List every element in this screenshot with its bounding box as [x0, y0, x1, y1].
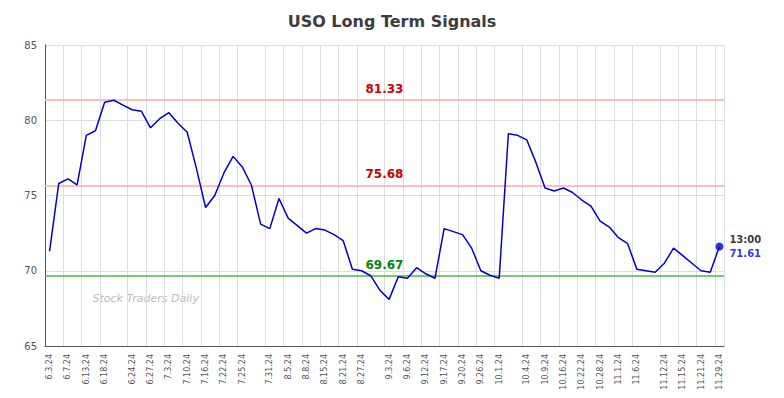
- svg-text:81.33: 81.33: [366, 82, 404, 96]
- svg-text:11.21.24: 11.21.24: [697, 354, 706, 390]
- svg-text:8.27.24: 8.27.24: [357, 354, 366, 385]
- svg-text:65: 65: [24, 341, 37, 352]
- svg-text:13:00: 13:00: [729, 234, 761, 245]
- svg-text:9.20.24: 9.20.24: [458, 354, 467, 385]
- svg-text:6.27.24: 6.27.24: [146, 354, 155, 385]
- svg-text:6.13.24: 6.13.24: [82, 354, 91, 385]
- svg-text:7.10.24: 7.10.24: [183, 354, 192, 385]
- svg-text:11.1.24: 11.1.24: [614, 354, 623, 385]
- svg-text:11.29.24: 11.29.24: [715, 354, 724, 390]
- svg-text:9.12.24: 9.12.24: [421, 354, 430, 385]
- svg-text:80: 80: [24, 115, 37, 126]
- svg-text:6.3.24: 6.3.24: [45, 354, 54, 379]
- svg-text:9.26.24: 9.26.24: [476, 354, 485, 385]
- svg-text:7.16.24: 7.16.24: [201, 354, 210, 385]
- svg-text:6.24.24: 6.24.24: [128, 354, 137, 385]
- svg-text:9.17.24: 9.17.24: [440, 354, 449, 385]
- svg-text:70: 70: [24, 265, 37, 276]
- svg-text:11.6.24: 11.6.24: [632, 354, 641, 385]
- svg-text:10.1.24: 10.1.24: [495, 354, 504, 385]
- svg-text:7.31.24: 7.31.24: [265, 354, 274, 385]
- svg-text:75: 75: [24, 190, 37, 201]
- svg-text:10.28.24: 10.28.24: [596, 354, 605, 390]
- svg-text:85: 85: [24, 40, 37, 51]
- svg-text:7.3.24: 7.3.24: [164, 354, 173, 379]
- svg-text:10.9.24: 10.9.24: [541, 354, 550, 385]
- svg-text:8.8.24: 8.8.24: [302, 354, 311, 379]
- svg-text:9.3.24: 9.3.24: [385, 354, 394, 379]
- svg-text:11.12.24: 11.12.24: [660, 354, 669, 390]
- svg-text:75.68: 75.68: [366, 167, 404, 181]
- svg-text:10.16.24: 10.16.24: [559, 354, 568, 390]
- svg-text:7.25.24: 7.25.24: [238, 354, 247, 385]
- svg-text:USO Long Term Signals: USO Long Term Signals: [288, 12, 497, 31]
- svg-text:69.67: 69.67: [366, 258, 404, 272]
- svg-text:9.6.24: 9.6.24: [403, 354, 412, 379]
- svg-text:Stock Traders Daily: Stock Traders Daily: [93, 292, 200, 305]
- svg-text:8.5.24: 8.5.24: [284, 354, 293, 379]
- svg-text:6.7.24: 6.7.24: [63, 354, 72, 379]
- svg-text:6.18.24: 6.18.24: [100, 354, 109, 385]
- svg-text:7.22.24: 7.22.24: [219, 354, 228, 385]
- svg-text:11.15.24: 11.15.24: [678, 354, 687, 390]
- svg-text:8.15.24: 8.15.24: [320, 354, 329, 385]
- svg-text:10.22.24: 10.22.24: [577, 354, 586, 390]
- svg-text:71.61: 71.61: [729, 248, 761, 259]
- svg-text:8.21.24: 8.21.24: [339, 354, 348, 385]
- svg-text:10.4.24: 10.4.24: [522, 354, 531, 385]
